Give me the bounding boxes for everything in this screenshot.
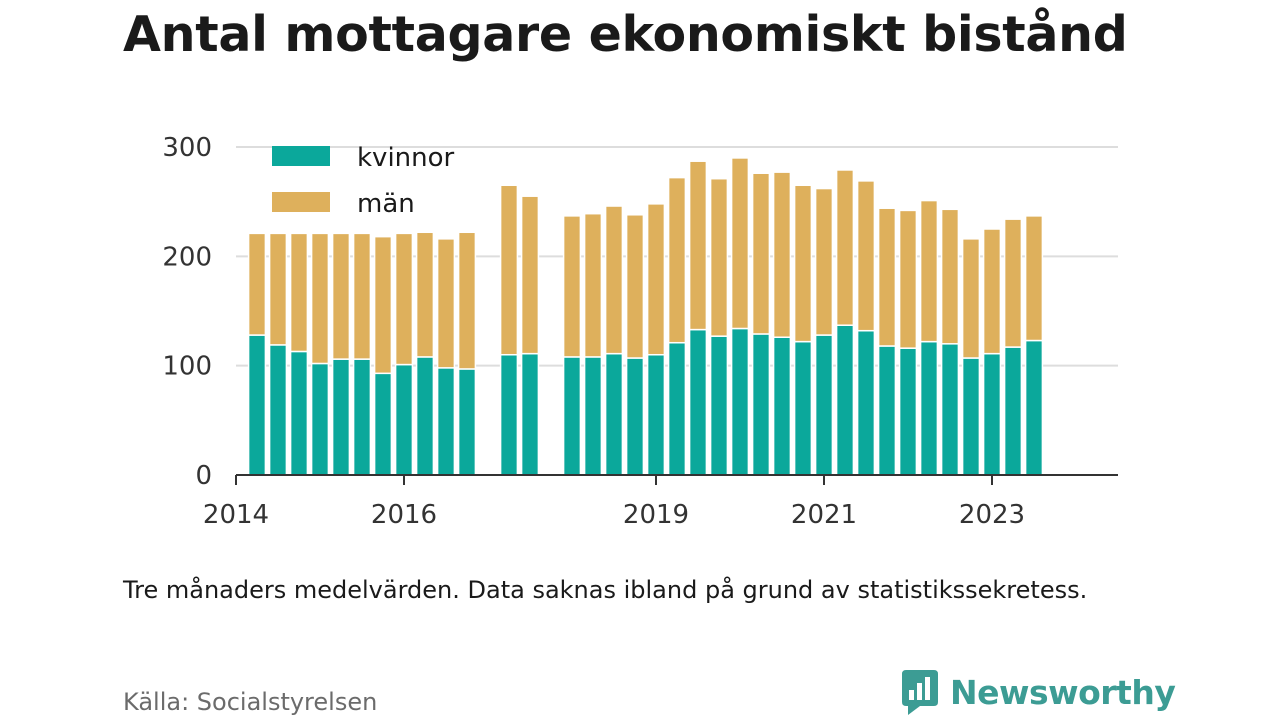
bar-kvinnor xyxy=(1024,339,1044,476)
bar-kvinnor xyxy=(394,363,414,476)
bar-kvinnor xyxy=(709,335,729,476)
y-tick-label: 0 xyxy=(195,461,212,491)
bar-man xyxy=(331,232,351,360)
source-label: Källa: Socialstyrelsen xyxy=(123,688,378,716)
bar-man xyxy=(856,180,876,332)
bar-man xyxy=(310,232,330,365)
x-tick-label: 2016 xyxy=(371,500,437,530)
bar-kvinnor xyxy=(667,341,687,476)
logo-text: Newsworthy xyxy=(950,672,1176,712)
bar-kvinnor xyxy=(268,344,288,476)
x-tick-label: 2023 xyxy=(959,500,1025,530)
bar-kvinnor xyxy=(583,356,603,476)
bar-man xyxy=(520,195,540,355)
bar-kvinnor xyxy=(730,327,750,476)
logo-icon xyxy=(902,670,938,715)
bars xyxy=(247,157,1044,476)
bar-kvinnor xyxy=(793,340,813,476)
x-tick-label: 2019 xyxy=(623,500,689,530)
chart-note: Tre månaders medelvärden. Data saknas ib… xyxy=(123,576,1088,604)
bar-kvinnor xyxy=(940,343,960,476)
bar-man xyxy=(646,203,666,356)
legend-label-kvinnor: kvinnor xyxy=(357,143,455,173)
bar-man xyxy=(898,209,918,349)
bar-kvinnor xyxy=(688,328,708,476)
bar-man xyxy=(751,172,771,335)
x-tick-label: 2014 xyxy=(203,500,269,530)
bar-chart: 0 100 200 300 2014 2016 2019 2021 2023 kvinnor m… xyxy=(162,133,1118,530)
bar-man xyxy=(289,232,309,353)
bar-man xyxy=(877,207,897,347)
bar-man xyxy=(499,184,519,356)
bar-man xyxy=(394,232,414,366)
bar-man xyxy=(352,232,372,360)
bar-man xyxy=(961,238,981,359)
legend-swatch-man xyxy=(272,192,330,212)
bar-kvinnor xyxy=(856,329,876,476)
bar-man xyxy=(835,169,855,326)
bar-kvinnor xyxy=(457,368,477,476)
bar-kvinnor xyxy=(604,352,624,476)
bar-man xyxy=(247,232,267,336)
bar-kvinnor xyxy=(814,334,834,476)
bar-man xyxy=(562,215,582,358)
bar-kvinnor xyxy=(520,352,540,476)
bar-kvinnor xyxy=(373,372,393,476)
y-tick-label: 100 xyxy=(162,352,212,382)
bar-man xyxy=(457,231,477,370)
bar-man xyxy=(268,232,288,346)
y-tick-label: 200 xyxy=(162,242,212,272)
bar-man xyxy=(793,184,813,343)
bar-kvinnor xyxy=(499,353,519,476)
bar-kvinnor xyxy=(919,340,939,476)
bar-kvinnor xyxy=(877,345,897,476)
legend-label-man: män xyxy=(357,189,415,219)
bar-man xyxy=(436,238,456,369)
bar-man xyxy=(814,187,834,336)
bar-man xyxy=(667,176,687,344)
bar-kvinnor xyxy=(646,353,666,476)
bar-kvinnor xyxy=(331,358,351,476)
bar-kvinnor xyxy=(625,357,645,476)
bar-man xyxy=(373,235,393,375)
chart-title: Antal mottagare ekonomiskt bistånd xyxy=(123,6,1128,63)
newsworthy-logo: Newsworthy xyxy=(900,668,1176,716)
bar-kvinnor xyxy=(982,352,1002,476)
bar-kvinnor xyxy=(310,362,330,476)
bar-kvinnor xyxy=(835,324,855,476)
bar-kvinnor xyxy=(772,336,792,476)
y-tick-label: 300 xyxy=(162,133,212,163)
bar-man xyxy=(1024,215,1044,342)
bar-kvinnor xyxy=(247,334,267,476)
bar-man xyxy=(625,214,645,359)
legend-swatch-kvinnor xyxy=(272,146,330,166)
x-tick-label: 2021 xyxy=(791,500,857,530)
bar-kvinnor xyxy=(961,357,981,476)
bar-man xyxy=(709,177,729,337)
bar-kvinnor xyxy=(1003,346,1023,476)
bar-man xyxy=(940,208,960,345)
bar-kvinnor xyxy=(562,356,582,476)
legend: kvinnor män xyxy=(272,143,455,219)
bar-man xyxy=(604,205,624,355)
bar-man xyxy=(415,231,435,358)
bar-kvinnor xyxy=(436,367,456,476)
bar-man xyxy=(730,157,750,330)
bar-kvinnor xyxy=(289,350,309,476)
bar-man xyxy=(772,171,792,338)
bar-man xyxy=(583,212,603,358)
bar-kvinnor xyxy=(352,358,372,476)
bar-man xyxy=(982,228,1002,355)
bar-man xyxy=(1003,218,1023,348)
bar-kvinnor xyxy=(751,333,771,476)
bar-kvinnor xyxy=(898,347,918,476)
bar-man xyxy=(919,199,939,343)
bar-man xyxy=(688,160,708,331)
axes: 0 100 200 300 2014 2016 2019 2021 2023 xyxy=(162,133,1118,530)
bar-kvinnor xyxy=(415,356,435,476)
